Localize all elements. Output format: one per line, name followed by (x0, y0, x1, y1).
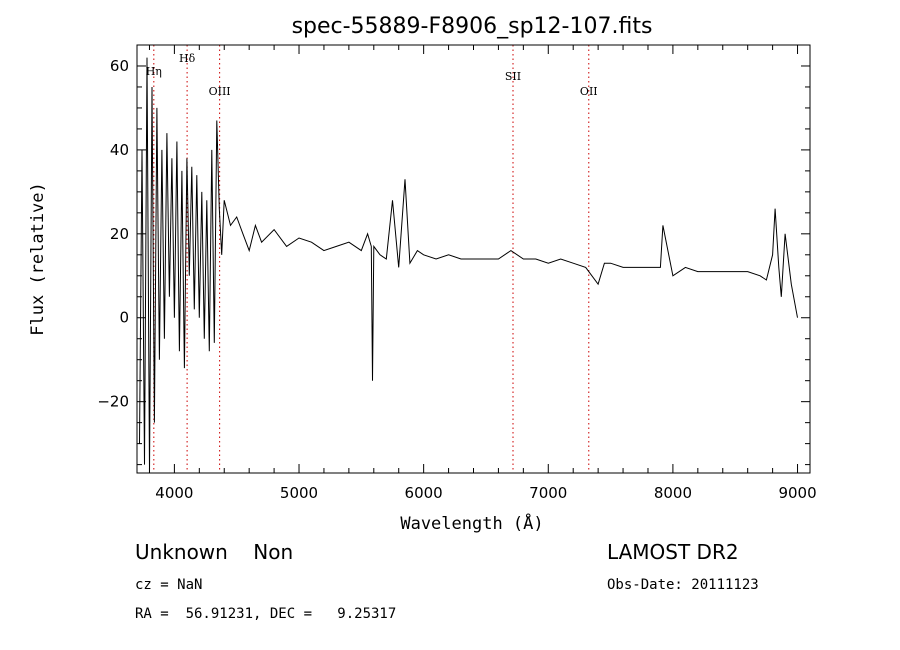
y-tick-label: 0 (119, 309, 129, 327)
obs-date-label: Obs-Date: 20111123 (607, 577, 759, 593)
y-tick-label: 60 (110, 57, 129, 75)
chart-title: spec-55889-F8906_sp12-107.fits (292, 14, 653, 39)
x-tick-label: 6000 (405, 484, 443, 502)
x-tick-label: 9000 (778, 484, 816, 502)
axis-ticks: 4000 5000 6000 7000 8000 9000 −20 0 20 40 60 (97, 44, 817, 502)
line-marker-label: Hδ (179, 52, 196, 65)
line-marker-label: Hη (146, 65, 162, 78)
x-tick-label: 8000 (654, 484, 692, 502)
series-layer (139, 57, 798, 474)
line-marker-label: OII (580, 85, 598, 98)
y-tick-label: 40 (110, 141, 129, 159)
cz-label: cz = NaN (135, 577, 203, 593)
line-marker-label: OIII (209, 85, 231, 98)
y-axis-label: Flux (relative) (28, 182, 48, 336)
y-tick-label: 20 (110, 225, 129, 243)
x-tick-label: 5000 (280, 484, 318, 502)
class-label: Unknown Non (135, 540, 294, 564)
spectrum-line (139, 57, 798, 474)
x-axis-label: Wavelength (Å) (400, 512, 543, 534)
coordinates-label: RA = 56.91231, DEC = 9.25317 (135, 606, 397, 622)
x-tick-label: 7000 (529, 484, 567, 502)
x-tick-label: 4000 (155, 484, 193, 502)
line-marker-label: SII (505, 70, 521, 83)
survey-label: LAMOST DR2 (607, 540, 739, 564)
y-tick-label: −20 (97, 393, 129, 411)
